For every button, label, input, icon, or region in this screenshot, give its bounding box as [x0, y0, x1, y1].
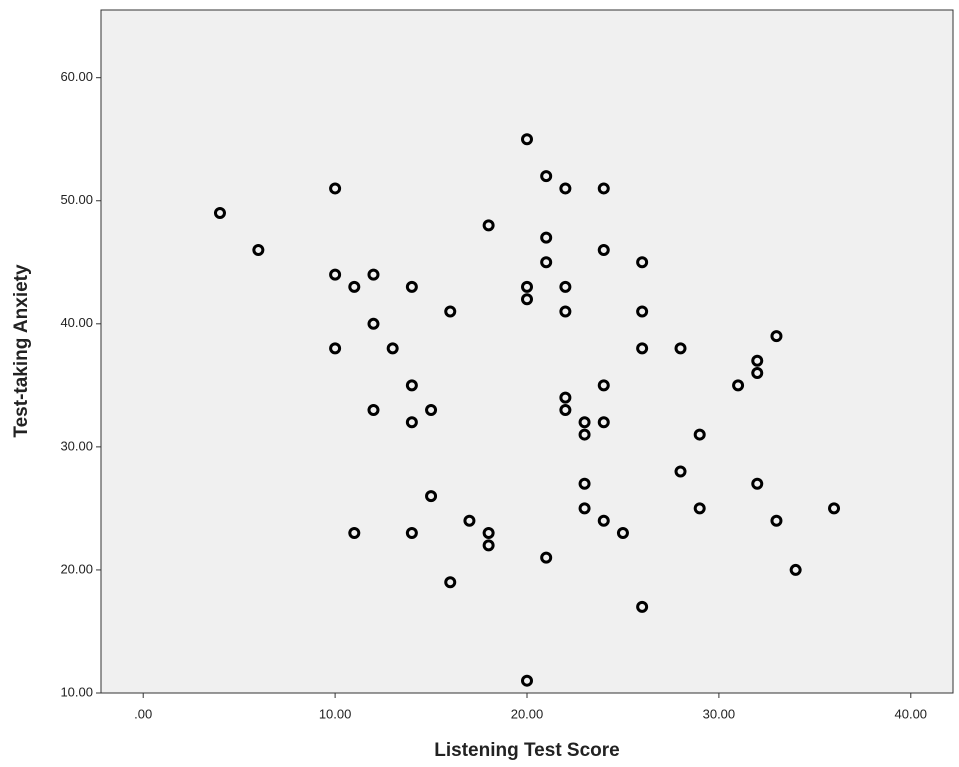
point [444, 576, 457, 589]
point [674, 465, 687, 478]
point [540, 231, 553, 244]
point [348, 280, 361, 293]
point [559, 280, 572, 293]
x-tick-label: 40.00 [895, 706, 928, 721]
point [578, 416, 591, 429]
x-tick-label: 30.00 [703, 706, 736, 721]
y-tick-label: 50.00 [60, 192, 93, 207]
point [578, 477, 591, 490]
point [482, 219, 495, 232]
point [597, 243, 610, 256]
point [348, 527, 361, 540]
point [405, 416, 418, 429]
point [732, 379, 745, 392]
point [405, 280, 418, 293]
plot-area [100, 9, 954, 694]
point [770, 330, 783, 343]
point [540, 256, 553, 269]
point [828, 502, 841, 515]
point [482, 527, 495, 540]
point [482, 539, 495, 552]
point [693, 428, 706, 441]
point [578, 502, 591, 515]
point [559, 391, 572, 404]
point [329, 268, 342, 281]
point [789, 563, 802, 576]
y-axis-title: Test-taking Anxiety [11, 264, 32, 438]
point [636, 256, 649, 269]
point [751, 477, 764, 490]
x-axis-title: Listening Test Score [434, 740, 619, 761]
point [463, 514, 476, 527]
point [636, 305, 649, 318]
point [329, 342, 342, 355]
point [252, 243, 265, 256]
point [636, 600, 649, 613]
point [597, 379, 610, 392]
point [540, 551, 553, 564]
point [616, 527, 629, 540]
point [425, 403, 438, 416]
point [386, 342, 399, 355]
point [367, 268, 380, 281]
x-tick-label: 20.00 [511, 706, 544, 721]
point [367, 403, 380, 416]
x-tick-label: .00 [134, 706, 152, 721]
point [521, 293, 533, 306]
x-tick-label: 10.00 [319, 706, 352, 721]
y-tick-label: 20.00 [60, 561, 93, 576]
point [597, 182, 610, 195]
point [559, 403, 572, 416]
y-tick-label: 10.00 [60, 684, 93, 699]
point [213, 207, 226, 220]
y-tick-label: 60.00 [60, 69, 93, 84]
point [636, 342, 649, 355]
point [521, 280, 533, 293]
point [521, 133, 533, 146]
point [405, 527, 418, 540]
point [329, 182, 342, 195]
point [425, 490, 438, 503]
point [751, 354, 764, 367]
point [597, 416, 610, 429]
y-tick-label: 30.00 [60, 438, 93, 453]
y-tick-label: 40.00 [60, 315, 93, 330]
point [559, 305, 572, 318]
point [540, 170, 553, 183]
point [693, 502, 706, 515]
point [770, 514, 783, 527]
point [578, 428, 591, 441]
point [521, 674, 533, 687]
point [674, 342, 687, 355]
point [559, 182, 572, 195]
point [405, 379, 418, 392]
point [597, 514, 610, 527]
point [751, 367, 764, 380]
point [444, 305, 457, 318]
point [367, 317, 380, 330]
